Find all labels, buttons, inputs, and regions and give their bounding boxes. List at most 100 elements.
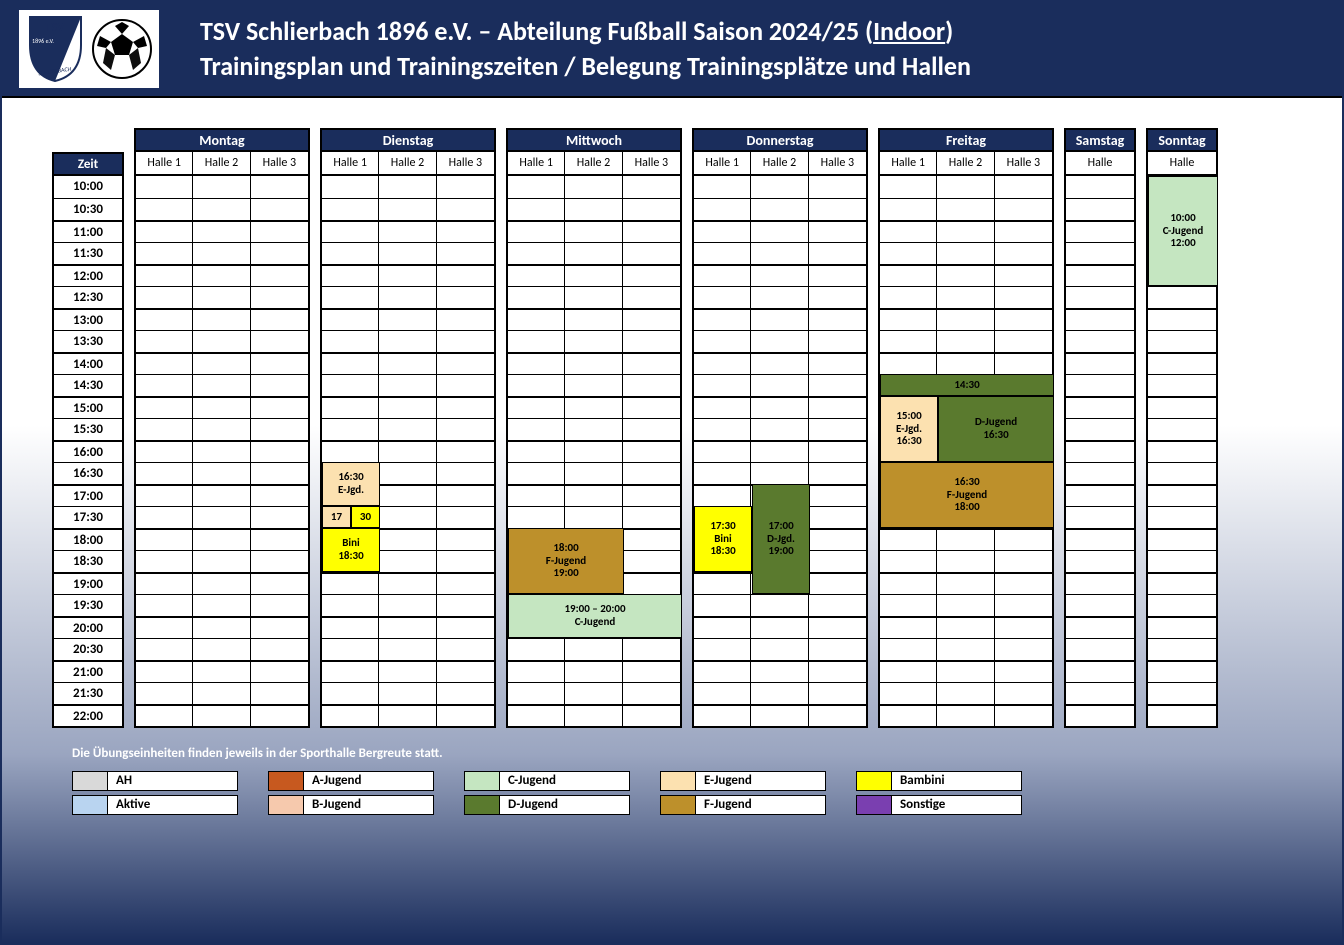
hall-header: Halle <box>1148 152 1216 174</box>
grid-cell <box>623 287 680 309</box>
grid-cell <box>322 375 379 397</box>
grid-cell <box>251 442 308 464</box>
training-event: 10:00C-Jugend12:00 <box>1148 176 1218 286</box>
grid-cell <box>694 574 751 596</box>
grid-cell <box>995 354 1052 376</box>
training-event: 16:30F-Jugend18:00 <box>880 462 1054 528</box>
grid-cell <box>751 176 808 198</box>
grid-cell <box>136 595 193 617</box>
grid-cell <box>508 243 565 265</box>
grid-cell <box>136 398 193 420</box>
grid-cell <box>995 595 1052 617</box>
grid-cell <box>995 331 1052 353</box>
grid-cell <box>809 442 866 464</box>
grid-cell <box>251 419 308 441</box>
grid-cell <box>508 662 565 684</box>
grid-cell <box>322 683 379 705</box>
grid-cell <box>379 486 436 508</box>
hall-header: Halle 3 <box>437 152 494 174</box>
grid-cell <box>565 486 622 508</box>
grid-cell <box>437 266 494 288</box>
grid-cell <box>565 706 622 728</box>
grid-cell <box>508 442 565 464</box>
legend-item: D-Jugend <box>464 795 630 815</box>
day-wed: MittwochHalle 1Halle 2Halle 318:00F-Juge… <box>506 128 682 728</box>
grid-cell <box>508 266 565 288</box>
legend-swatch <box>856 795 892 815</box>
time-slot: 19:30 <box>54 594 122 616</box>
grid-cell <box>379 683 436 705</box>
hall-header: Halle 3 <box>995 152 1052 174</box>
grid-cell <box>751 398 808 420</box>
grid-cell <box>322 706 379 728</box>
grid-cell <box>565 442 622 464</box>
grid-cell <box>379 331 436 353</box>
legend-column: A-JugendB-Jugend <box>268 771 434 815</box>
hall-header: Halle 2 <box>565 152 622 174</box>
grid-cell <box>379 530 436 552</box>
legend-item: Bambini <box>856 771 1022 791</box>
page: TSV 1896 e.V. SCHLIERBACH TSV Schlierbac… <box>0 0 1344 945</box>
grid-cell <box>937 310 994 332</box>
grid-cell <box>694 398 751 420</box>
grid-cell <box>809 706 866 728</box>
grid-cell <box>136 310 193 332</box>
grid-cell <box>623 507 680 529</box>
grid-cell <box>809 222 866 244</box>
grid-cell <box>251 662 308 684</box>
grid-cell <box>694 310 751 332</box>
grid-cell <box>623 266 680 288</box>
grid-cell <box>437 419 494 441</box>
grid-cell <box>136 442 193 464</box>
grid-cell <box>193 639 250 661</box>
grid-cell <box>437 463 494 485</box>
grid-cell <box>193 243 250 265</box>
grid-cell <box>809 551 866 573</box>
time-slot: 12:00 <box>54 264 122 286</box>
training-event: 17 <box>322 506 351 528</box>
grid-cell <box>995 243 1052 265</box>
grid-cell <box>751 662 808 684</box>
grid-cell <box>508 419 565 441</box>
grid-cell <box>508 287 565 309</box>
grid-cell <box>322 639 379 661</box>
grid-cell <box>379 442 436 464</box>
day-header: Montag <box>136 130 308 152</box>
grid-cell <box>937 287 994 309</box>
legend-column: E-JugendF-Jugend <box>660 771 826 815</box>
time-slot: 15:30 <box>54 418 122 440</box>
day-sat: SamstagHalle <box>1064 128 1136 728</box>
hall-header: Halle 1 <box>322 152 379 174</box>
grid-cell <box>136 287 193 309</box>
grid-cell <box>751 266 808 288</box>
grid-cell <box>751 463 808 485</box>
grid-cell <box>995 618 1052 640</box>
time-slot: 22:00 <box>54 704 122 726</box>
grid-cell <box>193 331 250 353</box>
grid-cell <box>322 222 379 244</box>
grid-cell <box>751 683 808 705</box>
grid-cell <box>809 574 866 596</box>
grid-cell <box>379 176 436 198</box>
grid-cell <box>322 176 379 198</box>
grid-cell <box>937 266 994 288</box>
grid-cell <box>809 639 866 661</box>
grid-cell <box>136 222 193 244</box>
grid-cell <box>136 683 193 705</box>
grid-cell <box>379 551 436 573</box>
grid-cell <box>880 354 937 376</box>
grid-cell <box>193 199 250 221</box>
grid-cell <box>193 618 250 640</box>
grid-cell <box>322 310 379 332</box>
grid-cell <box>809 419 866 441</box>
grid-cell <box>937 639 994 661</box>
grid-cell <box>193 463 250 485</box>
grid-cell <box>437 618 494 640</box>
grid-cell <box>379 310 436 332</box>
header: TSV 1896 e.V. SCHLIERBACH TSV Schlierbac… <box>2 2 1342 98</box>
grid-cell <box>437 574 494 596</box>
grid-cell <box>623 398 680 420</box>
grid-cell <box>193 176 250 198</box>
training-event: Bini18:30 <box>322 528 380 572</box>
time-slot: 21:00 <box>54 660 122 682</box>
